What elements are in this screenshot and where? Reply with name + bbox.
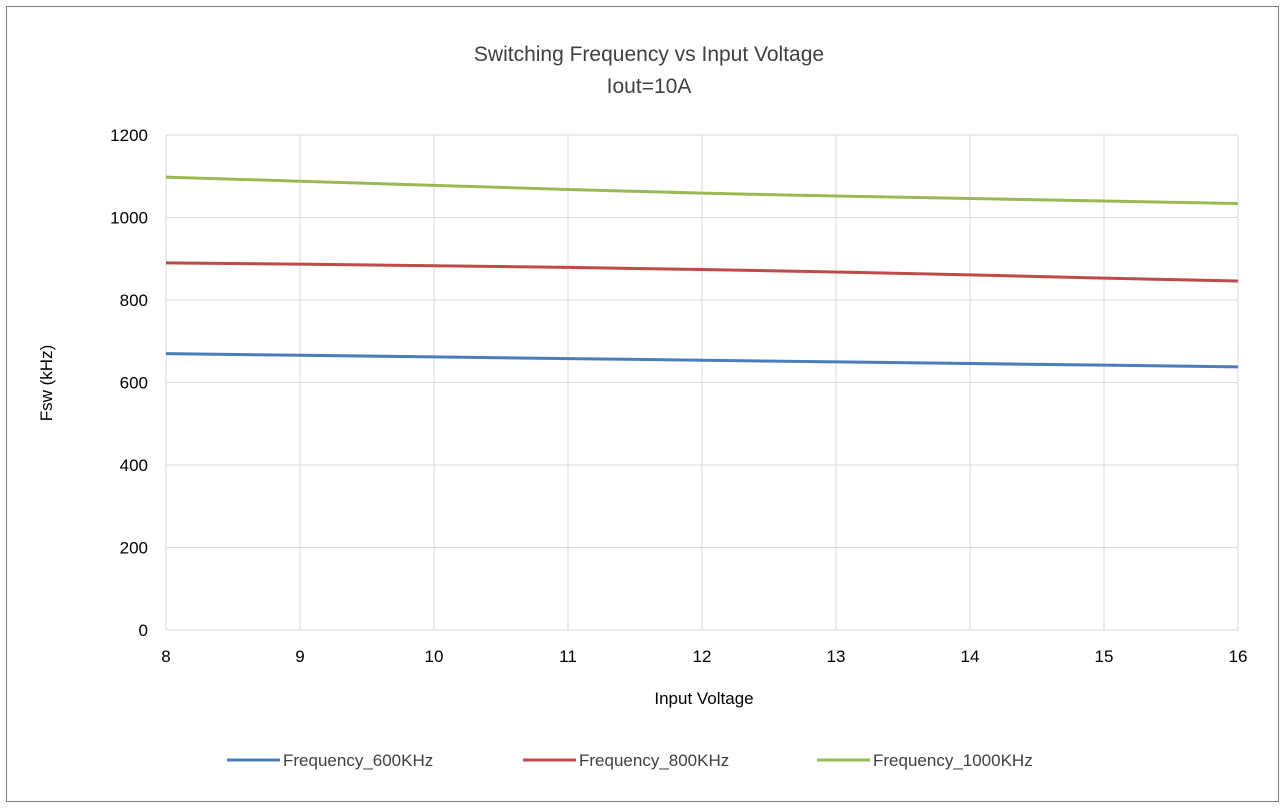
x-tick-label: 15 — [1095, 647, 1114, 666]
chart-svg: Switching Frequency vs Input Voltage Iou… — [37, 43, 1247, 770]
y-tick-label: 600 — [120, 374, 148, 393]
series-line — [165, 261, 1239, 283]
grid — [165, 134, 1239, 631]
x-tick-label: 9 — [295, 647, 304, 666]
series-line — [165, 175, 1239, 205]
x-tick-label: 12 — [693, 647, 712, 666]
y-axis-title: Fsw (kHz) — [37, 345, 56, 421]
legend-label: Frequency_600KHz — [283, 751, 433, 770]
x-tick-label: 14 — [961, 647, 980, 666]
x-tick-label: 11 — [559, 647, 577, 666]
x-tick-label: 8 — [161, 647, 170, 666]
x-tick-label: 16 — [1229, 647, 1248, 666]
y-tick-label: 1000 — [110, 209, 148, 228]
chart-subtitle: Iout=10A — [607, 75, 692, 98]
axis-ticks: 0 200 400 600 800 1000 1200 8 9 10 11 12 13 14 15 16 — [110, 126, 1247, 666]
legend: Frequency_600KHz Frequency_800KHz Frequenc… — [227, 751, 1033, 770]
y-tick-label: 1200 — [110, 126, 148, 145]
legend-label: Frequency_1000KHz — [873, 751, 1033, 770]
x-tick-label: 13 — [827, 647, 846, 666]
y-tick-label: 800 — [120, 291, 148, 310]
y-tick-label: 400 — [120, 456, 148, 475]
chart-area: Switching Frequency vs Input Voltage Iou… — [6, 6, 1279, 802]
series-lines — [165, 175, 1239, 369]
series-line — [165, 352, 1239, 369]
y-tick-label: 200 — [120, 539, 148, 558]
y-tick-label: 0 — [139, 621, 148, 640]
x-axis-title: Input Voltage — [654, 689, 753, 708]
legend-label: Frequency_800KHz — [579, 751, 729, 770]
x-tick-label: 10 — [425, 647, 444, 666]
chart-title: Switching Frequency vs Input Voltage — [474, 43, 824, 66]
